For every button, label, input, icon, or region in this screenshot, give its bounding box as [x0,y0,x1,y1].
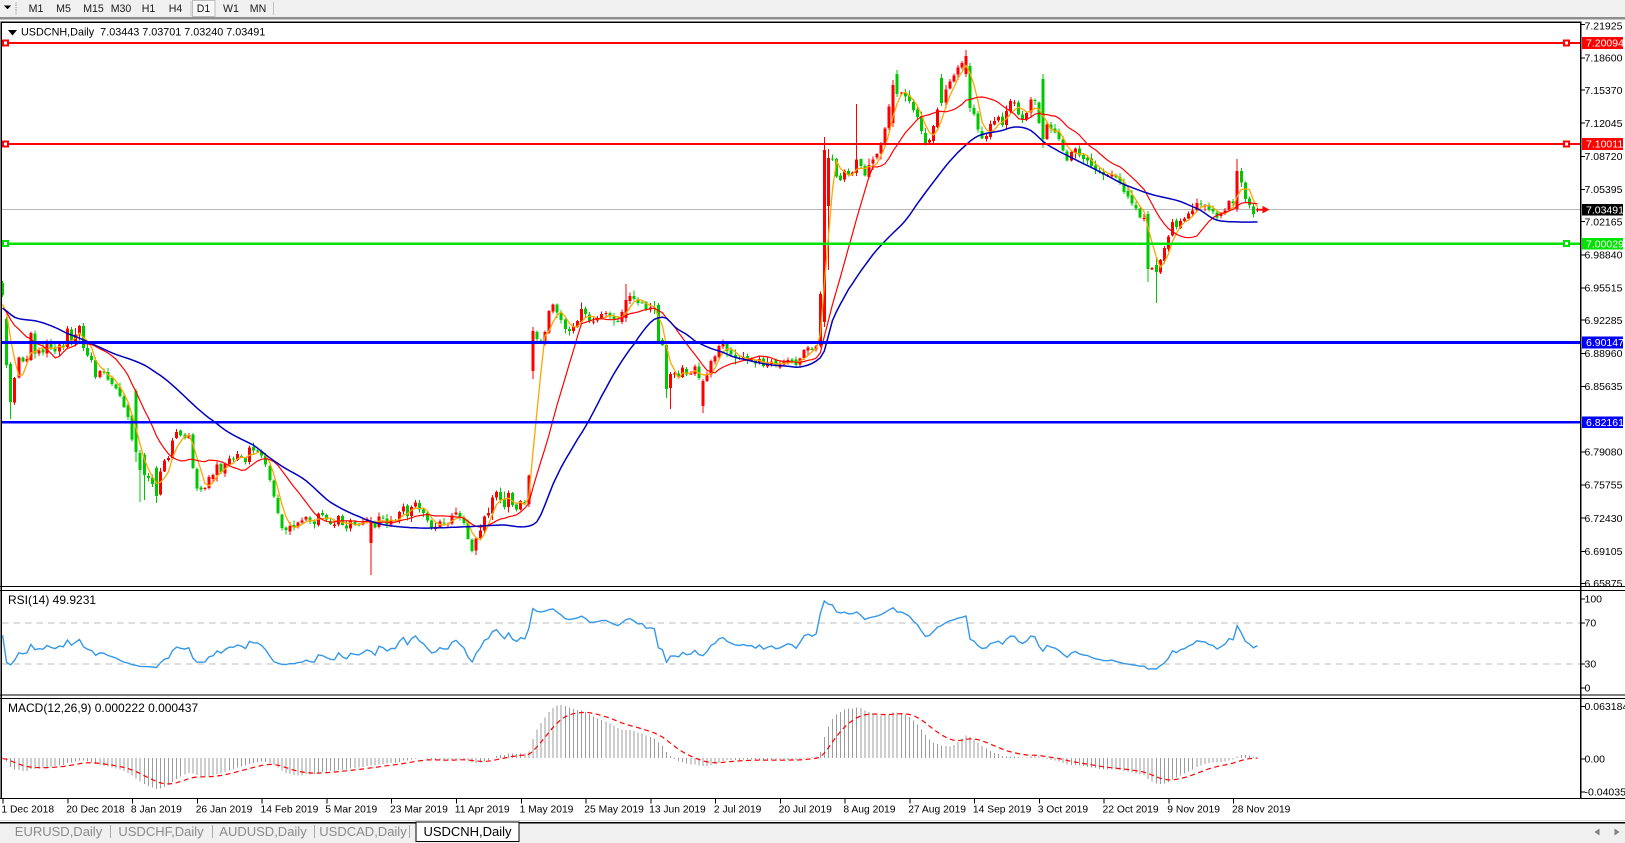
svg-text:H4: H4 [169,3,183,15]
svg-text:25 May 2019: 25 May 2019 [584,805,644,816]
svg-text:7.05395: 7.05395 [1585,184,1623,196]
svg-text:USDCHF,Daily: USDCHF,Daily [118,824,204,839]
svg-text:6.95515: 6.95515 [1585,283,1623,295]
svg-text:6.85635: 6.85635 [1585,381,1623,393]
svg-text:M5: M5 [56,3,71,15]
svg-text:H1: H1 [142,3,156,15]
svg-text:7.20094: 7.20094 [1586,38,1624,50]
svg-text:27 Aug 2019: 27 Aug 2019 [908,805,966,816]
svg-text:7.02165: 7.02165 [1585,216,1623,228]
svg-text:7.03491: 7.03491 [1586,204,1624,216]
svg-text:7.18600: 7.18600 [1585,53,1623,65]
svg-text:USDCNH,Daily: USDCNH,Daily [423,824,512,839]
svg-text:9 Nov 2019: 9 Nov 2019 [1167,805,1220,816]
svg-text:5 Mar 2019: 5 Mar 2019 [325,805,377,816]
svg-text:3 Oct 2019: 3 Oct 2019 [1038,805,1089,816]
svg-text:6.65875: 6.65875 [1585,578,1623,590]
svg-text:1 May 2019: 1 May 2019 [520,805,574,816]
svg-text:6.88960: 6.88960 [1585,348,1623,360]
svg-text:0.063184: 0.063184 [1585,701,1625,713]
svg-text:6.79080: 6.79080 [1585,447,1623,459]
svg-text:7.10011: 7.10011 [1586,139,1623,151]
svg-text:14 Sep 2019: 14 Sep 2019 [973,805,1032,816]
svg-text:6.90147: 6.90147 [1586,337,1624,349]
svg-text:7.12045: 7.12045 [1585,118,1623,130]
svg-text:2 Jul 2019: 2 Jul 2019 [714,805,762,816]
svg-text:11 Apr 2019: 11 Apr 2019 [455,805,510,816]
svg-text:7.08720: 7.08720 [1585,151,1623,163]
svg-text:D1: D1 [197,3,211,15]
svg-text:6.69105: 6.69105 [1585,546,1623,558]
svg-text:0: 0 [1585,683,1591,695]
svg-text:7.21925: 7.21925 [1585,21,1623,33]
svg-text:26 Jan 2019: 26 Jan 2019 [196,805,253,816]
svg-text:100: 100 [1585,594,1603,606]
svg-text:6.98840: 6.98840 [1585,250,1623,262]
svg-text:1 Dec 2018: 1 Dec 2018 [1,805,54,816]
svg-text:USDCNH,Daily 7.03443 7.03701: USDCNH,Daily 7.03443 7.03701 7.03240 7.0… [21,27,265,39]
svg-text:USDCAD,Daily: USDCAD,Daily [319,824,407,839]
svg-text:7.15370: 7.15370 [1585,85,1623,97]
svg-text:M1: M1 [29,3,44,15]
svg-text:6.82161: 6.82161 [1586,417,1624,429]
svg-text:MN: MN [250,3,266,15]
svg-text:13 Jun 2019: 13 Jun 2019 [649,805,706,816]
svg-text:22 Oct 2019: 22 Oct 2019 [1103,805,1159,816]
svg-text:EURUSD,Daily: EURUSD,Daily [15,824,103,839]
svg-text:8 Aug 2019: 8 Aug 2019 [843,805,895,816]
svg-text:6.75755: 6.75755 [1585,480,1623,492]
svg-text:8 Jan 2019: 8 Jan 2019 [131,805,182,816]
svg-text:7.00029: 7.00029 [1586,238,1624,250]
svg-text:W1: W1 [223,3,239,15]
svg-text:6.72430: 6.72430 [1585,513,1623,525]
svg-text:20 Jul 2019: 20 Jul 2019 [779,805,833,816]
svg-text:14 Feb 2019: 14 Feb 2019 [261,805,319,816]
svg-text:0.00: 0.00 [1585,754,1606,766]
svg-text:RSI(14) 49.9231: RSI(14) 49.9231 [8,593,96,607]
svg-text:23 Mar 2019: 23 Mar 2019 [390,805,448,816]
svg-text:M15: M15 [83,3,104,15]
svg-text:6.92285: 6.92285 [1585,315,1623,327]
svg-text:M30: M30 [111,3,132,15]
svg-text:28 Nov 2019: 28 Nov 2019 [1232,805,1291,816]
svg-text:AUDUSD,Daily: AUDUSD,Daily [219,824,307,839]
svg-text:70: 70 [1585,618,1597,630]
svg-text:30: 30 [1585,659,1597,671]
svg-text:20 Dec 2018: 20 Dec 2018 [66,805,125,816]
svg-text:MACD(12,26,9) 0.000222 0.00043: MACD(12,26,9) 0.000222 0.000437 [8,701,198,715]
svg-text:-0.040355: -0.040355 [1585,787,1625,799]
